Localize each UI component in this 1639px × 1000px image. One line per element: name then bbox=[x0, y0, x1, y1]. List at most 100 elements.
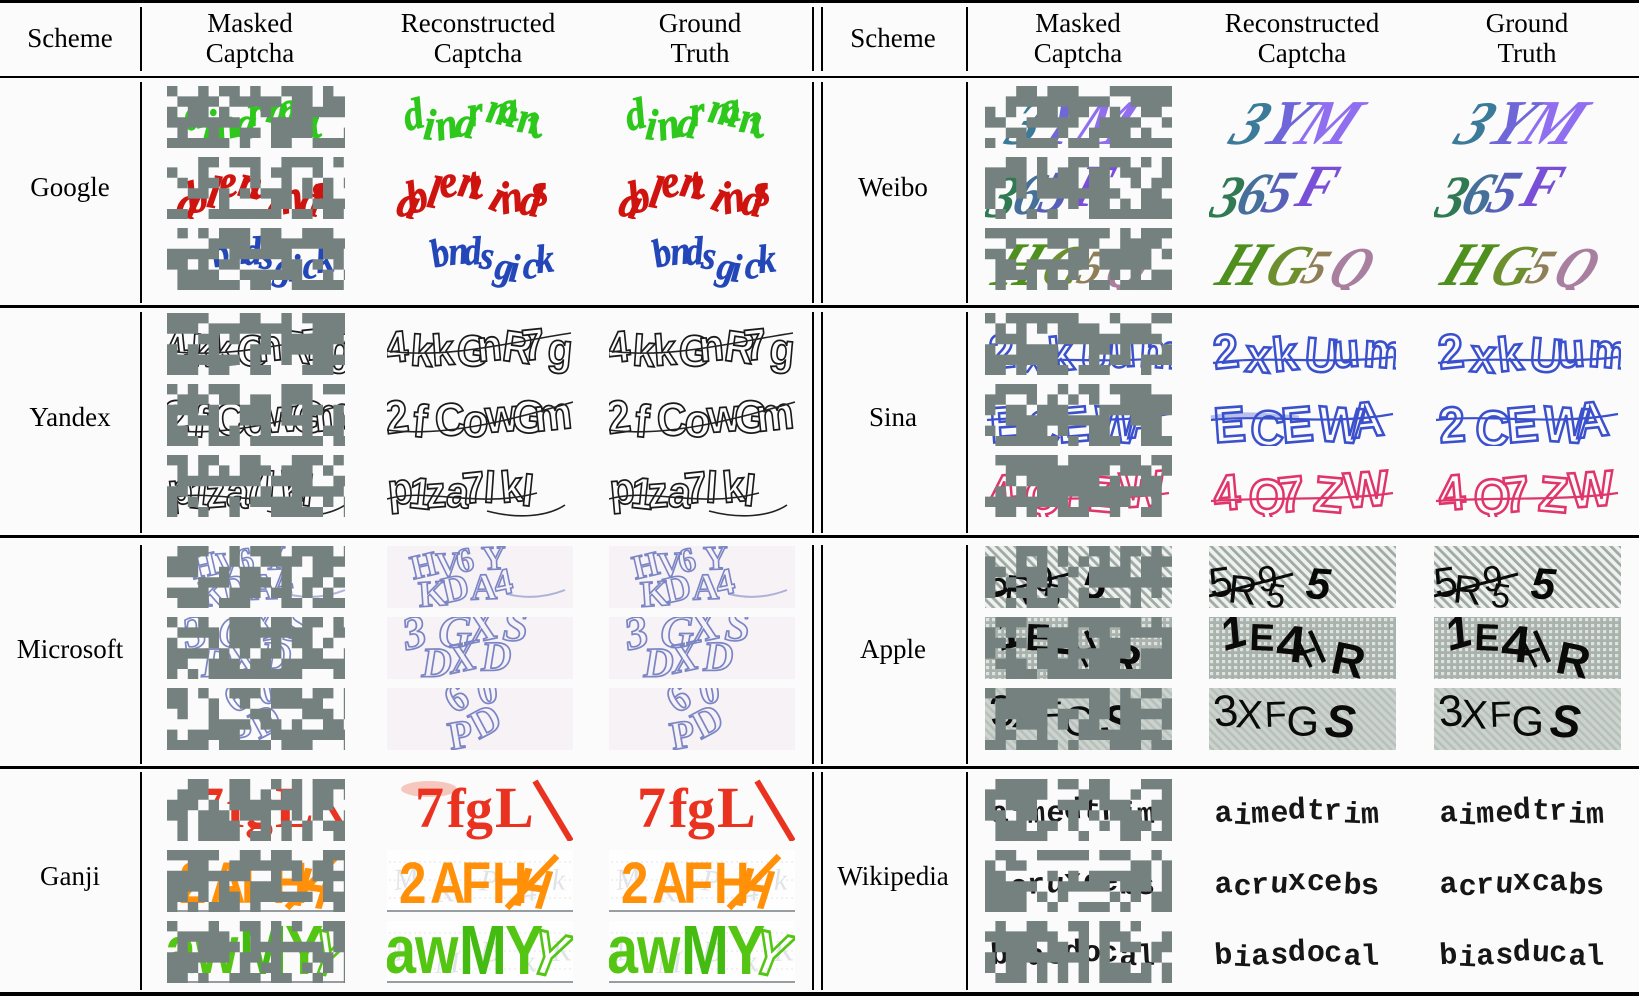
svg-text:e: e bbox=[1269, 797, 1289, 832]
svg-text:x: x bbox=[1469, 328, 1498, 375]
svg-text:s: s bbox=[1494, 939, 1514, 974]
svg-text:C: C bbox=[432, 393, 468, 446]
svg-text:K: K bbox=[639, 573, 671, 608]
svg-text:K: K bbox=[417, 573, 449, 608]
svg-text:P: P bbox=[390, 933, 414, 968]
svg-text:b: b bbox=[1568, 869, 1588, 904]
svg-text:P: P bbox=[478, 864, 500, 898]
svg-text:m: m bbox=[1587, 323, 1621, 375]
svg-text:g: g bbox=[768, 324, 795, 375]
svg-text:G: G bbox=[1511, 697, 1545, 745]
svg-text:n: n bbox=[446, 228, 471, 274]
svg-text:z: z bbox=[646, 467, 670, 517]
svg-text:s: s bbox=[1585, 870, 1605, 905]
svg-text:M: M bbox=[433, 946, 462, 980]
svg-text:n: n bbox=[668, 228, 693, 274]
svg-text:a: a bbox=[1568, 940, 1588, 975]
svg-text:f: f bbox=[669, 779, 689, 840]
svg-text:i: i bbox=[1458, 942, 1478, 977]
svg-text:U: U bbox=[1303, 327, 1340, 375]
svg-text:M: M bbox=[681, 921, 729, 983]
svg-text:b: b bbox=[1213, 939, 1233, 974]
svg-text:m: m bbox=[532, 387, 573, 442]
svg-text:V: V bbox=[657, 546, 684, 584]
svg-text:D: D bbox=[480, 634, 512, 679]
svg-text:c: c bbox=[1531, 866, 1551, 901]
svg-text:e: e bbox=[1494, 797, 1514, 832]
svg-text:c: c bbox=[1323, 937, 1343, 972]
svg-text:a: a bbox=[1250, 940, 1270, 975]
svg-text:k: k bbox=[720, 461, 747, 512]
svg-text:t: t bbox=[1306, 795, 1326, 830]
svg-text:4: 4 bbox=[609, 321, 633, 372]
svg-text:s: s bbox=[1360, 870, 1380, 905]
svg-text:4: 4 bbox=[387, 321, 411, 372]
svg-text:a: a bbox=[387, 921, 416, 983]
svg-text:m: m bbox=[754, 387, 795, 442]
svg-text:a: a bbox=[445, 467, 472, 517]
svg-text:7: 7 bbox=[1500, 466, 1532, 517]
svg-text:Y: Y bbox=[481, 546, 507, 578]
svg-text:d: d bbox=[684, 229, 706, 274]
svg-text:m: m bbox=[1360, 799, 1380, 834]
svg-text:u: u bbox=[1330, 323, 1362, 375]
svg-text:K: K bbox=[772, 934, 795, 968]
svg-text:G: G bbox=[439, 617, 472, 657]
svg-text:W: W bbox=[1567, 461, 1616, 517]
svg-text:G: G bbox=[1286, 697, 1320, 745]
svg-text:7: 7 bbox=[742, 319, 770, 370]
svg-text:L: L bbox=[495, 779, 534, 840]
svg-text:a: a bbox=[1475, 940, 1495, 975]
svg-text:c: c bbox=[1306, 866, 1326, 901]
svg-text:M: M bbox=[459, 921, 507, 983]
svg-text:L: L bbox=[717, 779, 756, 840]
svg-text:C: C bbox=[1473, 400, 1512, 446]
svg-text:a: a bbox=[609, 921, 638, 983]
svg-text:l: l bbox=[1585, 941, 1605, 976]
svg-text:g: g bbox=[687, 779, 715, 840]
svg-text:d: d bbox=[1512, 794, 1532, 829]
svg-text:P: P bbox=[612, 933, 636, 968]
svg-text:b: b bbox=[1343, 869, 1363, 904]
svg-text:p: p bbox=[387, 463, 414, 514]
svg-text:2: 2 bbox=[609, 391, 634, 445]
svg-text:A: A bbox=[652, 851, 688, 912]
svg-text:c: c bbox=[1548, 937, 1568, 972]
svg-text:l: l bbox=[1360, 941, 1380, 976]
svg-text:2: 2 bbox=[621, 851, 648, 912]
svg-text:x: x bbox=[1287, 865, 1307, 900]
svg-text:i: i bbox=[1233, 942, 1253, 977]
svg-text:D: D bbox=[700, 935, 725, 970]
svg-text:X: X bbox=[1234, 692, 1264, 738]
svg-text:3: 3 bbox=[1211, 688, 1240, 737]
svg-text:s: s bbox=[699, 233, 718, 278]
svg-text:p: p bbox=[609, 463, 636, 514]
svg-text:r: r bbox=[1548, 795, 1568, 830]
svg-text:x: x bbox=[1512, 865, 1532, 900]
svg-text:m: m bbox=[1362, 323, 1396, 375]
svg-text:x: x bbox=[1244, 328, 1273, 375]
svg-text:b: b bbox=[1438, 939, 1458, 974]
svg-text:G: G bbox=[510, 391, 547, 445]
svg-text:k: k bbox=[773, 864, 788, 897]
svg-text:w: w bbox=[482, 390, 520, 443]
svg-text:4: 4 bbox=[1211, 465, 1242, 517]
svg-text:k: k bbox=[1269, 326, 1301, 375]
svg-text:3: 3 bbox=[1436, 688, 1465, 737]
svg-text:7: 7 bbox=[1275, 466, 1307, 517]
svg-text:u: u bbox=[1494, 868, 1514, 903]
svg-text:7: 7 bbox=[415, 779, 444, 840]
svg-text:A: A bbox=[470, 567, 498, 608]
svg-text:f: f bbox=[411, 396, 430, 446]
svg-text:K: K bbox=[433, 875, 457, 909]
svg-text:r: r bbox=[1475, 869, 1495, 904]
svg-text:2: 2 bbox=[1210, 324, 1241, 375]
svg-text:o: o bbox=[1306, 937, 1326, 972]
svg-text:d: d bbox=[1512, 936, 1532, 971]
svg-text:o: o bbox=[460, 395, 491, 446]
svg-text:k: k bbox=[741, 945, 759, 980]
svg-text:t: t bbox=[1531, 795, 1551, 830]
svg-text:W: W bbox=[1342, 461, 1391, 517]
svg-text:Y: Y bbox=[727, 921, 765, 983]
svg-text:E: E bbox=[1212, 397, 1247, 446]
